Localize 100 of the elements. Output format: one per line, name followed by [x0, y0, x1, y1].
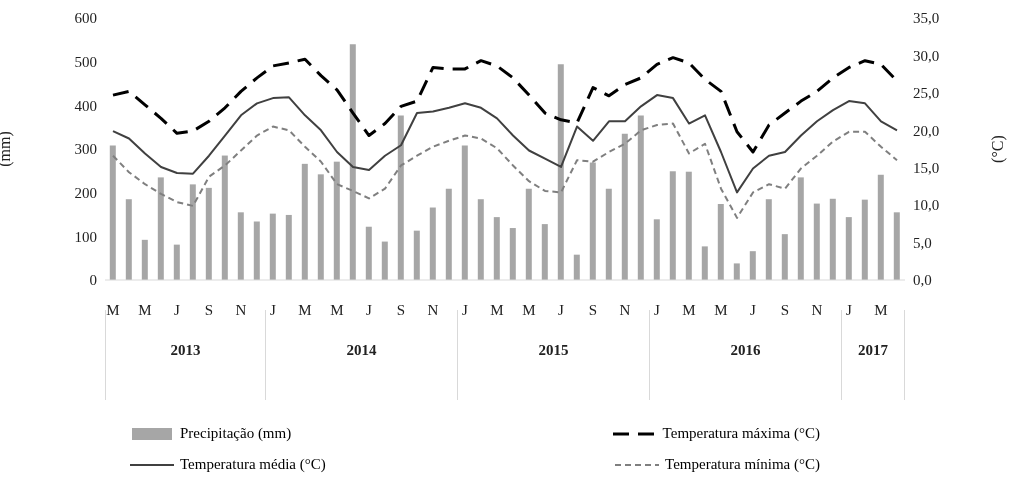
bar: [429, 207, 436, 280]
bar: [317, 174, 324, 280]
bar: [141, 239, 148, 280]
bar: [189, 184, 196, 280]
bar: [717, 204, 724, 280]
bar: [621, 133, 628, 280]
text: 2014: [345, 342, 378, 359]
x-tick-label: M: [298, 301, 312, 318]
bar: [109, 145, 116, 280]
x-tick-label: J: [750, 301, 757, 318]
bar: [573, 254, 580, 280]
bar: [813, 203, 820, 280]
x-tick-label: S: [588, 301, 598, 318]
y2-tick-label: 30,0: [913, 47, 940, 64]
text: 2015: [537, 342, 570, 359]
y-tick-label: 500: [74, 53, 97, 70]
bar: [685, 171, 692, 280]
bar: [829, 198, 836, 280]
y2-tick-label: 0,0: [913, 272, 932, 289]
x-tick-label: M: [490, 301, 504, 318]
x-tick-label: J: [558, 301, 565, 318]
legend-label: Precipitação (mm): [180, 425, 292, 442]
y2-tick-label: 20,0: [913, 122, 940, 139]
bar: [749, 251, 756, 280]
x-tick-label: M: [682, 301, 696, 318]
x-tick-label: M: [874, 301, 888, 318]
bar: [253, 221, 260, 280]
y2-tick-label: 35,0: [913, 10, 940, 27]
bar: [397, 115, 404, 280]
y-tick-label: 0: [89, 272, 97, 289]
x-tick-label: J: [654, 301, 661, 318]
y-tick-label: 600: [74, 10, 97, 27]
bar: [509, 228, 516, 280]
bar: [541, 224, 548, 280]
bar: [173, 244, 180, 280]
y2-tick-label: 5,0: [913, 234, 932, 251]
bar: [637, 115, 644, 280]
bar: [781, 234, 788, 280]
bar: [285, 214, 292, 280]
x-tick-label: J: [366, 301, 373, 318]
x-tick-label: S: [780, 301, 790, 318]
bar: [157, 177, 164, 280]
bar: [365, 226, 372, 280]
bar: [413, 230, 420, 280]
bar: [701, 246, 708, 280]
bar: [845, 217, 852, 280]
x-tick-label: M: [106, 301, 120, 318]
y-tick-label: 300: [74, 141, 97, 158]
y2-tick-label: 10,0: [913, 197, 940, 214]
bar: [221, 155, 228, 280]
bar: [797, 177, 804, 280]
bar: [733, 263, 740, 280]
bar: [269, 213, 276, 280]
bar: [765, 199, 772, 280]
bar: [605, 188, 612, 280]
text: 2016: [729, 342, 762, 359]
legend-label: Temperatura máxima (°C): [662, 425, 820, 442]
bar: [445, 188, 452, 280]
text: 2017: [857, 342, 889, 359]
y-tick-label: 200: [74, 184, 97, 201]
x-tick-label: S: [396, 301, 406, 318]
bar: [237, 212, 244, 280]
bar: [893, 212, 900, 280]
x-tick-label: N: [427, 301, 439, 318]
x-tick-label: N: [619, 301, 631, 318]
text: 2013: [169, 342, 202, 359]
y2-tick-label: 15,0: [913, 160, 940, 177]
bar: [349, 44, 356, 280]
x-tick-label: J: [462, 301, 469, 318]
bar: [333, 161, 340, 280]
bar: [589, 162, 596, 280]
x-tick-label: J: [846, 301, 853, 318]
bar: [301, 163, 308, 280]
bar: [877, 174, 884, 280]
bar: [381, 241, 388, 280]
legend-label: Temperatura mínima (°C): [665, 456, 820, 473]
x-tick-label: M: [714, 301, 728, 318]
bar: [861, 199, 868, 280]
bar: [125, 199, 132, 280]
y-tick-label: 400: [74, 97, 97, 114]
bar: [477, 199, 484, 280]
x-tick-label: M: [138, 301, 152, 318]
x-tick-label: J: [174, 301, 181, 318]
bar: [461, 145, 468, 280]
bar: [493, 217, 500, 280]
x-tick-label: S: [204, 301, 214, 318]
legend-label: Temperatura média (°C): [180, 456, 326, 473]
y-tick-label: 100: [74, 228, 97, 245]
x-tick-label: M: [330, 301, 344, 318]
x-tick-label: J: [270, 301, 277, 318]
line-series: [112, 94, 898, 194]
y2-tick-label: 25,0: [913, 85, 940, 102]
y2-axis-title: (°C): [988, 135, 1007, 163]
x-tick-label: N: [811, 301, 823, 318]
x-tick-label: M: [522, 301, 536, 318]
x-tick-label: N: [235, 301, 247, 318]
bar: [669, 171, 676, 280]
bar: [205, 187, 212, 280]
bar: [525, 188, 532, 280]
bar: [653, 219, 660, 280]
